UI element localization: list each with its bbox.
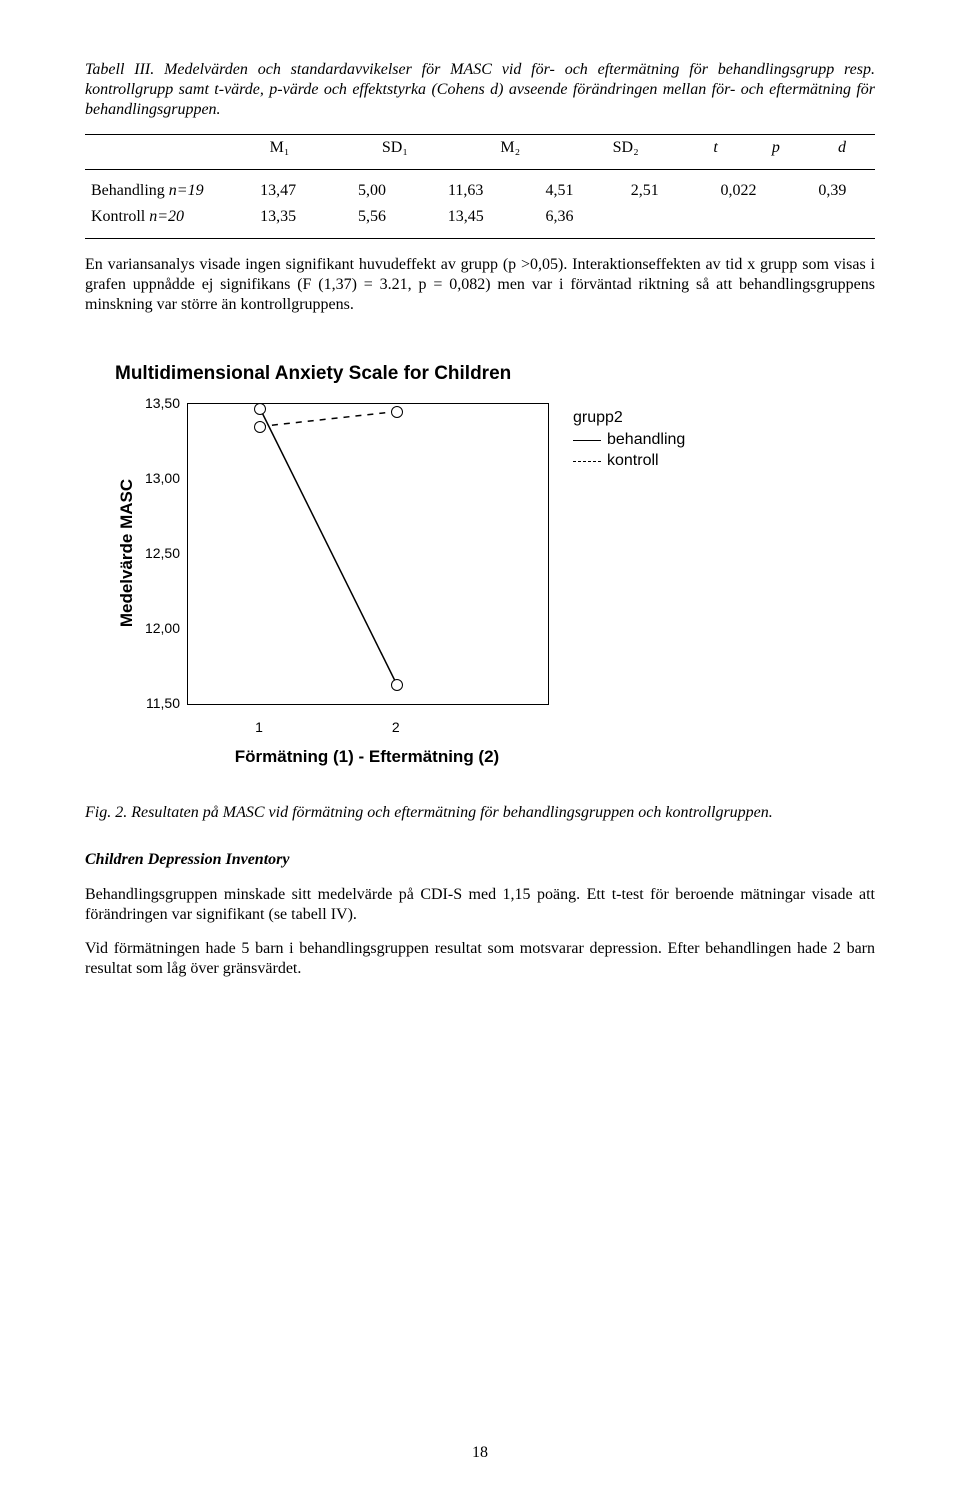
cell: 13,45 (415, 204, 517, 230)
cell: 2,51 (602, 178, 687, 204)
legend-label: behandling (607, 431, 685, 449)
col-sd1: SD₁ (332, 135, 458, 161)
cell: 5,00 (329, 178, 414, 204)
cell: 11,63 (415, 178, 517, 204)
row-label: Kontroll n=20 (85, 204, 227, 230)
table-row: Behandling n=1913,475,0011,634,512,510,0… (85, 178, 875, 204)
col-sd2: SD₂ (563, 135, 689, 161)
section-heading: Children Depression Inventory (85, 851, 875, 869)
table-row: Kontroll n=2013,355,5613,456,36 (85, 204, 875, 230)
legend-item: kontroll (573, 452, 685, 470)
x-tick-label: 2 (392, 719, 400, 735)
series-line-behandling (260, 409, 397, 685)
paragraph: Behandlingsgruppen minskade sitt medelvä… (85, 885, 875, 925)
rule (85, 238, 875, 239)
figure-caption: Fig. 2. Resultaten på MASC vid förmätnin… (145, 803, 875, 823)
cell: 13,35 (227, 204, 329, 230)
data-point-kontroll (254, 421, 266, 433)
legend: grupp2 behandling kontroll (573, 409, 685, 473)
table-caption: Tabell III. Medelvärden och standardavvi… (85, 60, 875, 120)
col-d: d (809, 135, 875, 161)
table-header-row: M₁ SD₁ M₂ SD₂ t p d (85, 135, 875, 161)
legend-title: grupp2 (573, 409, 685, 427)
series-line-kontroll (260, 412, 397, 427)
row-label: Behandling n=19 (85, 178, 227, 204)
legend-solid-line-icon (573, 440, 601, 441)
y-tick-label: 13,50 (145, 395, 180, 411)
y-axis-label: Medelvärde MASC (117, 479, 137, 627)
y-tick-label: 13,00 (145, 470, 180, 486)
plot-lines (188, 404, 548, 704)
paragraph: Vid förmätningen hade 5 barn i behandlin… (85, 939, 875, 979)
data-point-behandling (391, 679, 403, 691)
y-ticks: 13,5013,0012,5012,0011,50 (139, 403, 187, 703)
y-tick-label: 11,50 (146, 695, 180, 711)
cell: 0,39 (790, 178, 875, 204)
y-tick-label: 12,50 (145, 545, 180, 561)
cell: 5,56 (329, 204, 414, 230)
cell: 4,51 (517, 178, 602, 204)
legend-item: behandling (573, 431, 685, 449)
data-table: M₁ SD₁ M₂ SD₂ t p d (85, 135, 875, 161)
x-ticks: 12 (187, 719, 547, 739)
col-m2: M₂ (458, 135, 563, 161)
cell (687, 204, 789, 230)
col-t: t (688, 135, 742, 161)
x-tick-label: 1 (255, 719, 263, 735)
chart-title: Multidimensional Anxiety Scale for Child… (115, 363, 755, 385)
cell (790, 204, 875, 230)
page-number: 18 (0, 1444, 960, 1462)
data-table-body: Behandling n=1913,475,0011,634,512,510,0… (85, 178, 875, 230)
plot-area (187, 403, 549, 705)
x-axis-label: Förmätning (1) - Eftermätning (2) (187, 747, 547, 767)
rule (85, 169, 875, 170)
cell: 0,022 (687, 178, 789, 204)
cell: 13,47 (227, 178, 329, 204)
data-point-behandling (254, 403, 266, 415)
legend-label: kontroll (607, 452, 659, 470)
data-point-kontroll (391, 406, 403, 418)
legend-dash-line-icon (573, 461, 601, 462)
paragraph: En variansanalys visade ingen signifikan… (85, 255, 875, 315)
col-m1: M₁ (227, 135, 332, 161)
y-tick-label: 12,00 (145, 620, 180, 636)
chart: Multidimensional Anxiety Scale for Child… (115, 363, 755, 767)
cell (602, 204, 687, 230)
col-p: p (743, 135, 809, 161)
cell: 6,36 (517, 204, 602, 230)
